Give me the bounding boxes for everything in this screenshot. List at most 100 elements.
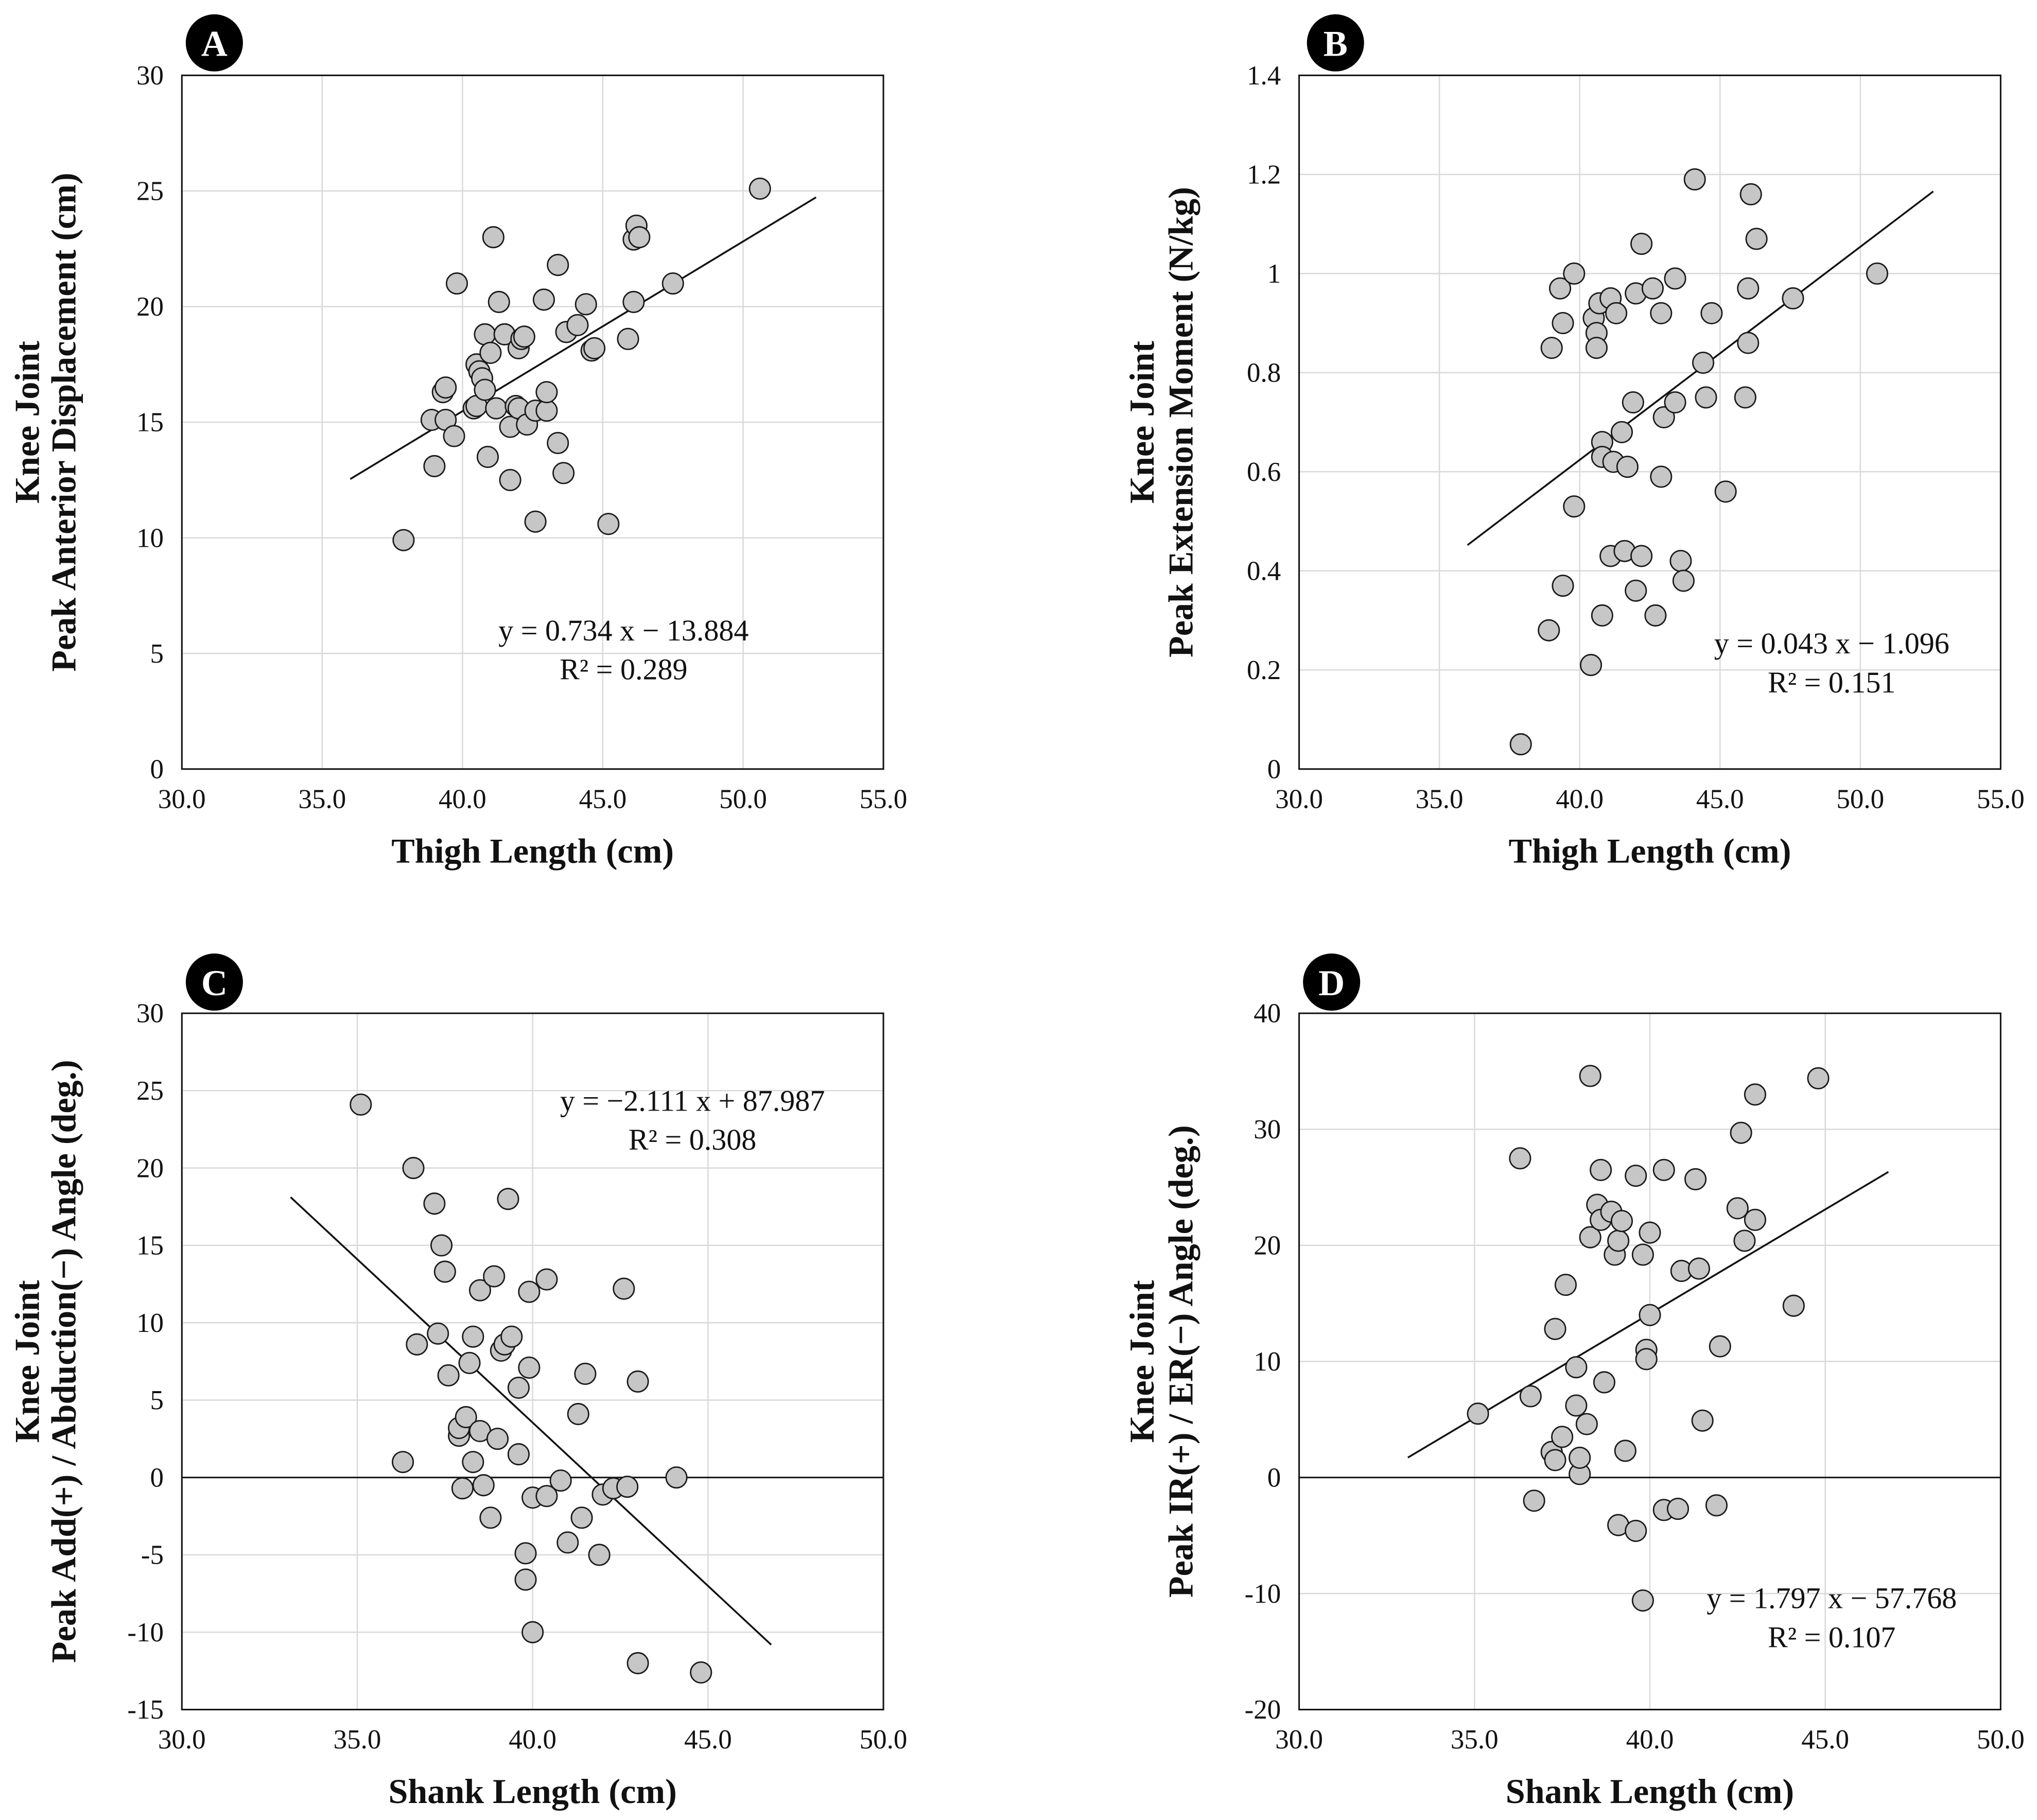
data-point	[1551, 1426, 1574, 1448]
data-point	[1700, 302, 1723, 324]
data-point	[556, 1531, 579, 1554]
data-point	[1548, 277, 1572, 300]
r-squared: R² = 0.308	[629, 1123, 756, 1156]
data-point	[524, 510, 547, 533]
data-point	[514, 1568, 537, 1591]
data-point	[486, 1428, 509, 1450]
data-point	[1523, 1489, 1545, 1512]
data-point	[1544, 1318, 1566, 1340]
data-point	[483, 1265, 506, 1288]
data-point	[535, 1268, 558, 1291]
x-tick-label: 55.0	[1977, 784, 2025, 814]
y-axis-label-line2: Peak IR(+) / ER(−) Angle (deg.)	[1161, 1125, 1200, 1598]
data-point	[1664, 391, 1686, 414]
x-tick-label: 45.0	[1696, 784, 1744, 814]
data-point	[613, 1277, 635, 1300]
data-point	[1579, 1226, 1601, 1249]
regression-equation: y = 0.734 x − 13.884	[498, 614, 748, 647]
x-tick-label: 40.0	[1626, 1725, 1674, 1755]
data-point	[514, 1542, 537, 1565]
y-axis-label-line1: Knee Joint	[1122, 1280, 1161, 1443]
data-point	[1579, 1065, 1601, 1087]
panel-badge	[185, 954, 243, 1011]
y-axis-label-line1: Knee Joint	[1122, 341, 1161, 504]
data-point	[1631, 1589, 1654, 1612]
x-tick-label: 45.0	[1801, 1725, 1849, 1755]
y-axis-label-line1: Knee Joint	[8, 341, 47, 504]
data-point	[1563, 262, 1586, 285]
data-point	[616, 1476, 639, 1498]
data-point	[513, 325, 535, 348]
data-point	[472, 1474, 495, 1497]
data-point	[690, 1661, 712, 1684]
data-point	[1579, 654, 1603, 677]
data-point	[1509, 733, 1532, 756]
data-point	[1625, 1519, 1647, 1542]
data-point	[518, 1356, 541, 1379]
data-point	[1666, 1498, 1690, 1520]
x-tick-label: 30.0	[1275, 784, 1323, 814]
plot-border	[1298, 74, 2001, 770]
data-point	[1652, 1158, 1675, 1181]
x-axis-label: Shank Length (cm)	[1506, 1772, 1794, 1811]
data-point	[462, 1325, 484, 1348]
y-tick-label: 0	[1267, 754, 1281, 784]
data-point	[1695, 386, 1717, 409]
panel-badge	[185, 14, 243, 72]
data-point	[1744, 1083, 1766, 1106]
data-point	[1709, 1335, 1731, 1358]
data-point	[1714, 480, 1737, 503]
y-tick-label: -20	[1245, 1695, 1281, 1725]
y-axis-label-line2: Peak Add(+) / Abduction(−) Angle (deg.)	[44, 1060, 83, 1663]
data-point	[507, 1443, 530, 1466]
data-point	[1744, 1208, 1766, 1231]
x-axis-label: Thigh Length (cm)	[1509, 831, 1791, 870]
data-point	[437, 1364, 460, 1386]
data-point	[485, 397, 508, 420]
plot-border	[1298, 1012, 2001, 1711]
data-point	[479, 1506, 502, 1529]
data-point	[406, 1333, 428, 1356]
x-tick-label: 50.0	[1836, 784, 1884, 814]
data-point	[1641, 277, 1664, 300]
data-point	[547, 254, 569, 276]
data-point	[1692, 351, 1715, 374]
y-tick-label: 0	[150, 1463, 164, 1493]
data-point	[1691, 1409, 1714, 1432]
data-point	[617, 327, 639, 350]
trendline	[290, 1197, 772, 1645]
data-point	[1622, 391, 1644, 414]
x-tick-label: 35.0	[298, 784, 346, 814]
data-point	[1552, 311, 1574, 335]
y-tick-label: -10	[1245, 1579, 1281, 1609]
data-point	[445, 272, 468, 295]
data-point	[626, 1370, 649, 1393]
data-point	[455, 1406, 477, 1429]
x-tick-label: 50.0	[860, 1725, 908, 1755]
data-point	[583, 337, 606, 359]
y-tick-label: 30	[136, 61, 164, 91]
r-squared: R² = 0.107	[1768, 1620, 1895, 1654]
y-tick-label: 5	[150, 639, 164, 669]
x-tick-label: 50.0	[719, 784, 767, 814]
data-point	[1635, 1348, 1658, 1371]
data-point	[566, 314, 589, 336]
data-point	[500, 1325, 523, 1348]
data-point	[1739, 183, 1762, 205]
data-point	[479, 341, 502, 364]
data-point	[1684, 1168, 1707, 1190]
y-tick-label: 25	[136, 177, 164, 206]
y-tick-label: 0.6	[1247, 457, 1281, 487]
data-point	[547, 431, 569, 455]
data-point	[1737, 277, 1760, 300]
panel-badge	[1307, 14, 1364, 72]
data-point	[1519, 1385, 1542, 1408]
data-point	[1644, 604, 1667, 627]
trendline	[350, 196, 817, 480]
y-tick-label: 5	[150, 1385, 164, 1415]
data-point	[402, 1157, 425, 1180]
data-point	[482, 226, 504, 249]
data-point	[521, 1621, 544, 1643]
data-point	[1639, 1304, 1661, 1326]
